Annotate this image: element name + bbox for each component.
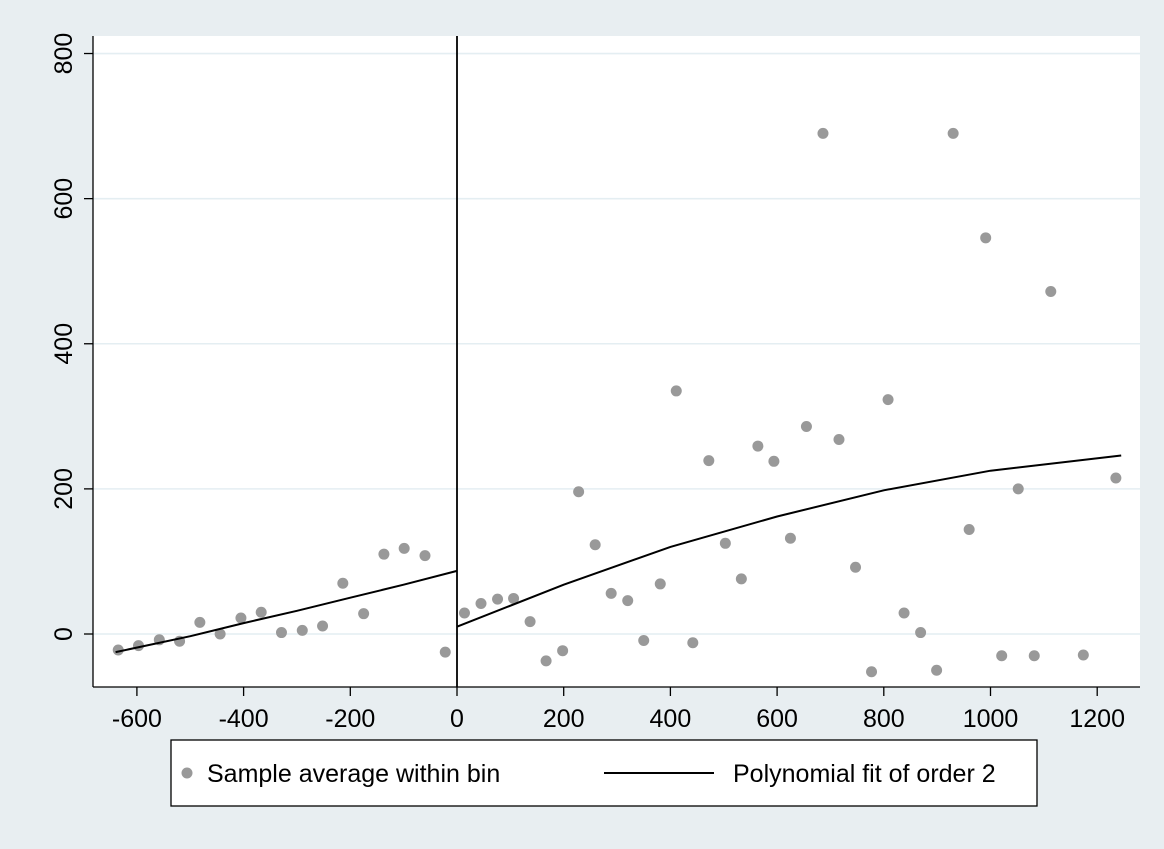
- scatter-point: [573, 486, 585, 498]
- y-tick-label: 0: [50, 627, 78, 641]
- scatter-point: [605, 587, 617, 599]
- scatter-point: [214, 628, 226, 640]
- legend-marker-points: [181, 767, 193, 779]
- x-tick-label: 600: [756, 705, 798, 733]
- y-tick-label: 800: [50, 33, 78, 75]
- scatter-point: [719, 537, 731, 549]
- series-layer: [112, 127, 1122, 678]
- fit-line: [456, 454, 1122, 628]
- scatter-point: [752, 440, 764, 452]
- scatter-point: [378, 548, 390, 560]
- scatter-point: [768, 455, 780, 467]
- scatter-point: [703, 455, 715, 467]
- scatter-point: [1045, 286, 1057, 298]
- plot-area: [93, 36, 1140, 687]
- fit-line: [115, 569, 458, 654]
- x-tick-label: -200: [325, 705, 375, 733]
- scatter-point: [1028, 650, 1040, 662]
- scatter-point: [475, 598, 487, 610]
- scatter-point: [800, 420, 812, 432]
- scatter-point: [784, 532, 796, 544]
- scatter-point: [194, 616, 206, 628]
- x-tick-label: 1200: [1069, 705, 1125, 733]
- scatter-point: [296, 624, 308, 636]
- x-tick-label: 1000: [963, 705, 1019, 733]
- scatter-point: [557, 645, 569, 657]
- scatter-point: [275, 627, 287, 639]
- axes: 0 200 400 600 800 -600 -400 -200 0 200 400 600 800 10…: [50, 33, 1140, 733]
- scatter-point: [439, 646, 451, 658]
- scatter-point: [398, 542, 410, 554]
- scatter-point: [996, 650, 1008, 662]
- y-tick-label: 200: [50, 468, 78, 510]
- scatter-point: [687, 637, 699, 649]
- scatter-point: [833, 434, 845, 446]
- scatter-point: [1110, 472, 1122, 484]
- legend-label-line: Polynomial fit of order 2: [733, 760, 996, 788]
- scatter-point: [654, 578, 666, 590]
- scatter-point: [638, 635, 650, 647]
- scatter-point: [358, 608, 370, 620]
- scatter-point: [1077, 649, 1089, 661]
- scatter-point: [980, 232, 992, 244]
- scatter-point: [1012, 483, 1024, 495]
- scatter-point: [947, 127, 959, 139]
- x-tick-label: 200: [543, 705, 585, 733]
- scatter-point: [963, 524, 975, 536]
- y-tick-label: 600: [50, 178, 78, 220]
- scatter-point: [255, 606, 267, 618]
- scatter-point: [112, 644, 124, 656]
- scatter-point: [540, 655, 552, 667]
- scatter-point: [915, 627, 927, 639]
- x-tick-label: -400: [219, 705, 269, 733]
- scatter-point: [898, 607, 910, 619]
- scatter-point: [524, 616, 536, 628]
- scatter-point: [850, 561, 862, 573]
- scatter-point: [622, 595, 634, 607]
- scatter-point: [508, 592, 520, 604]
- scatter-point: [492, 593, 504, 605]
- scatter-point: [337, 577, 349, 589]
- scatter-point: [670, 385, 682, 397]
- x-tick-label: 0: [450, 705, 464, 733]
- scatter-point: [735, 573, 747, 585]
- scatter-point: [931, 664, 943, 676]
- legend: Sample average within bin Polynomial fit…: [170, 739, 1038, 807]
- scatter-point: [458, 607, 470, 619]
- x-tick-label: 800: [863, 705, 905, 733]
- scatter-point: [317, 620, 329, 632]
- legend-label-points: Sample average within bin: [207, 760, 500, 788]
- scatter-point: [882, 394, 894, 406]
- y-tick-label: 400: [50, 323, 78, 365]
- scatter-point: [589, 539, 601, 551]
- gridlines: [93, 52, 1140, 635]
- scatter-point: [235, 612, 247, 624]
- x-tick-label: 400: [650, 705, 692, 733]
- scatter-point: [866, 666, 878, 678]
- x-tick-label: -600: [112, 705, 162, 733]
- scatter-point: [419, 550, 431, 562]
- scatter-point: [817, 127, 829, 139]
